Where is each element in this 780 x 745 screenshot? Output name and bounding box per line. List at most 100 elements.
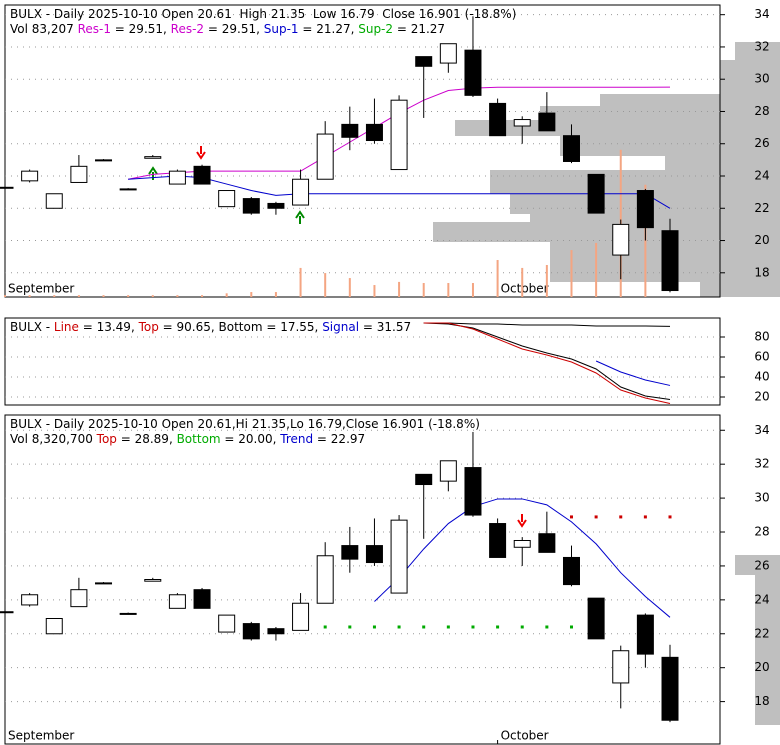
x-tick-label: September [8,729,74,743]
y-tick-label: 34 [754,423,769,437]
y-tick-label: 20 [754,660,769,674]
volume-bar [348,278,351,297]
candle-body [21,170,39,182]
dot [545,625,549,629]
volume-bar [644,184,647,297]
dot [348,625,352,629]
volume-bar [521,267,524,297]
header-text: BULX - Daily 2025-10-10 Open 20.61 High … [10,7,516,21]
y-tick-label: 80 [754,330,769,344]
candle-body [612,650,630,684]
header-text: = 29.51, [111,22,171,36]
volume-bar [176,295,179,297]
candle-body [390,99,408,171]
candle-body [168,170,186,185]
candle-body [70,589,88,608]
candle-body [0,611,14,614]
line-series [423,322,671,327]
header-text: = 13.49, [79,320,139,334]
volume-bar [447,283,450,297]
y-tick-label: 30 [754,72,769,86]
y-tick-label: 40 [754,370,769,384]
header-text: Top [96,432,117,446]
candle-body [439,460,457,482]
candle-body [144,579,162,582]
y-tick-label: 22 [754,626,769,640]
volume-bar [324,273,327,297]
header-text: = 29.51, [204,22,264,36]
panel-frame [4,4,721,298]
candle-body [513,539,531,548]
candle-body [242,198,260,214]
signal-arrows [148,146,527,528]
candle-body [267,628,285,635]
header-text: = 21.27, [299,22,359,36]
volume-bar [570,250,573,297]
candle-body [242,623,260,640]
candle-body [45,193,63,209]
header-text: Sup-2 [358,22,393,36]
y-tick-label: 60 [754,350,769,364]
volume-profile [433,42,780,725]
candle-body [464,49,482,96]
header-text: = 21.27 [393,22,445,36]
volume-bar [28,295,31,297]
y-tick-label: 28 [754,525,769,539]
header-line: BULX - Daily 2025-10-10 Open 20.61,Hi 21… [10,417,480,431]
header-text: Bottom [177,432,221,446]
header-text: Trend [279,432,313,446]
header-line: Vol 8,320,700 Top = 28.89, Bottom = 20.0… [10,432,365,446]
y-tick-label: 26 [754,136,769,150]
volume-bar [595,242,598,297]
header-text: Signal [322,320,359,334]
header-text: = 22.97 [313,432,365,446]
dot [668,515,672,519]
volume-bar [127,295,130,297]
candle-body [513,119,531,127]
candle-body [292,602,310,631]
header-text: Res-2 [171,22,204,36]
candle-body [21,594,39,606]
candle-body [562,556,580,586]
header-text: BULX - [10,320,54,334]
y-tick-label: 32 [754,39,769,53]
header-text: = 17.55, [263,320,323,334]
candle-body [636,614,654,655]
line-series [595,360,671,386]
header-text: Vol 8,320,700 [10,432,97,446]
candle-body [218,614,236,633]
candle-body [292,178,310,206]
x-tick-label: October [501,729,549,743]
header-line: BULX - Daily 2025-10-10 Open 20.61 High … [10,7,516,21]
candle-body [119,612,137,615]
volume-bar [299,267,302,297]
header-line: Vol 83,207 Res-1 = 29.51, Res-2 = 29.51,… [10,22,445,36]
candle-body [661,656,679,721]
header-line: BULX - Line = 13.49, Top = 90.65, Bottom… [10,320,411,334]
header-text: BULX - Daily 2025-10-10 Open 20.61,Hi 21… [10,417,480,431]
dot [471,625,475,629]
dot [397,625,401,629]
candle-body [341,123,359,138]
volume-bar [373,285,376,297]
candle-body [168,594,186,609]
panel-frame [4,414,721,745]
line-series [423,322,671,400]
x-tick-label: September [8,282,74,296]
dot [569,515,573,519]
y-tick-label: 26 [754,558,769,572]
candle-body [144,156,162,159]
candle-body [587,597,605,640]
dot [446,625,450,629]
candle-body [562,135,580,162]
candle-body [365,545,383,564]
candle-body [218,190,236,208]
volume-bar [545,264,548,297]
candle-body [365,123,383,142]
dot [569,625,573,629]
y-tick-label: 20 [754,390,769,404]
candle-body [193,589,211,609]
candle-body [193,165,211,185]
y-tick-label: 32 [754,457,769,471]
volume-bar [471,283,474,297]
